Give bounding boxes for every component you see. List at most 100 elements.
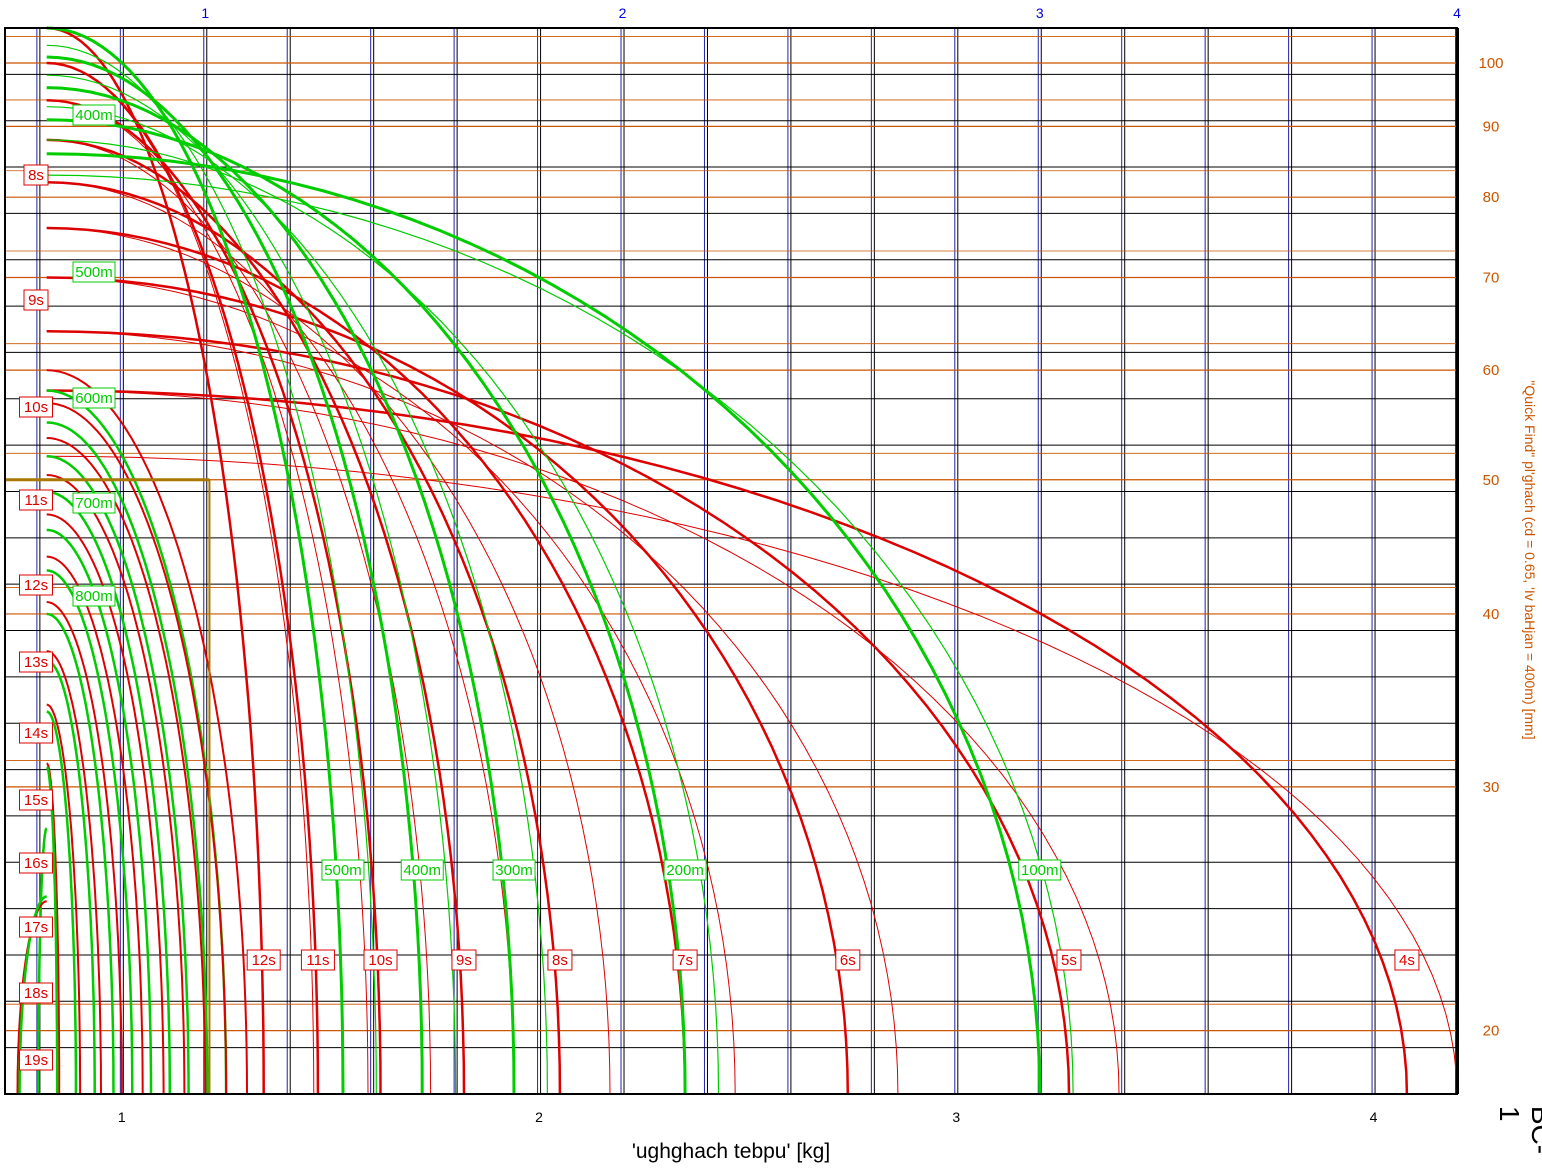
time-label-bottom: 12s [252, 952, 276, 969]
time-label-left: 12s [24, 577, 48, 594]
y-tick-label-right: 100 [1478, 55, 1503, 72]
time-label-left-box [19, 982, 53, 1004]
time-curve-minor [46, 139, 432, 1095]
time-label-left-box [23, 164, 49, 186]
x-tick-label-top: 1 [201, 5, 209, 21]
distance-curve-left [46, 421, 209, 1095]
distance-label-left: 600m [75, 390, 113, 407]
time-curve-left [46, 437, 207, 1095]
time-label-left-box [23, 289, 49, 311]
time-label-left-box [19, 396, 53, 418]
time-label-bottom-box [672, 949, 698, 971]
labels-layer: 1 2 3 4 1 2 3 4 20 30 40 50 60 70 80 90 100 12s 11s 10s 9s 8s… [19, 5, 1504, 1125]
time-label-left: 10s [24, 399, 48, 416]
time-curve-minor [46, 99, 369, 1095]
x-tick-label-bottom: 2 [535, 1109, 543, 1125]
time-curve [46, 226, 687, 1095]
x-axis-label: 'ughghach tebpu' [kg] [631, 1140, 831, 1163]
x-tick-label-bottom: 1 [118, 1109, 126, 1125]
distance-label-left-box [72, 104, 116, 126]
time-label-bottom-box [835, 949, 861, 971]
x-tick-label-top: 3 [1036, 5, 1044, 21]
y-tick-label-right: 30 [1483, 779, 1500, 796]
time-curve-left [46, 513, 165, 1095]
y-tick-label-right: 20 [1483, 1023, 1500, 1040]
time-label-left: 8s [28, 167, 44, 184]
distance-curve-left [46, 765, 59, 1094]
distance-label-left: 400m [75, 107, 113, 124]
time-label-left-box [19, 852, 53, 874]
time-label-bottom-box [1394, 949, 1420, 971]
plot-frame [4, 27, 1458, 1095]
time-label-left: 18s [24, 985, 48, 1002]
distance-curve [46, 86, 516, 1095]
time-curve [46, 98, 382, 1095]
time-label-left: 19s [24, 1052, 48, 1069]
time-label-bottom: 4s [1399, 952, 1415, 969]
distance-curve-left [46, 454, 190, 1095]
time-curve-left [46, 402, 228, 1095]
distance-label-bottom-box [663, 859, 707, 881]
curves-layer [5, 26, 1458, 1095]
distance-curve-left [46, 612, 115, 1095]
distance-curve [46, 55, 424, 1095]
distance-label-bottom: 100m [1021, 862, 1059, 879]
distance-curve-minor [46, 139, 720, 1095]
time-label-left: 17s [24, 919, 48, 936]
distance-label-bottom-box [1018, 859, 1062, 881]
distance-label-left-box [72, 585, 116, 607]
time-label-bottom: 9s [456, 952, 472, 969]
time-curve-left [46, 601, 123, 1094]
distance-label-left-box [72, 261, 116, 283]
distance-label-bottom: 200m [666, 862, 704, 879]
distance-label-bottom: 300m [495, 862, 533, 879]
distance-curve-left [46, 659, 96, 1094]
time-curve [46, 389, 1409, 1095]
chart-code-label: BC-1 [1494, 1105, 1542, 1155]
distance-curve [46, 118, 687, 1095]
distance-label-bottom-box [400, 859, 444, 881]
distance-curve-left [46, 710, 78, 1094]
y-tick-label-right: 90 [1483, 118, 1500, 135]
time-label-bottom: 7s [677, 952, 693, 969]
time-label-left: 16s [24, 855, 48, 872]
time-label-left: 9s [28, 292, 44, 309]
x-tick-label-top: 2 [619, 5, 627, 21]
time-curve-left [46, 703, 82, 1094]
distance-curve-minor [46, 106, 549, 1095]
distance-label-left-box [72, 492, 116, 514]
distance-curve-minor [46, 174, 1074, 1095]
distance-label-bottom: 400m [403, 862, 441, 879]
time-curve [46, 276, 850, 1095]
distance-label-left: 500m [75, 264, 113, 281]
x-tick-label-bottom: 3 [952, 1109, 960, 1125]
time-curve-minor [46, 330, 899, 1095]
time-label-bottom: 10s [368, 952, 392, 969]
time-label-left-box [19, 722, 53, 744]
time-label-left-box [19, 1049, 53, 1071]
distance-label-left-box [72, 387, 116, 409]
time-curve-minor [46, 390, 1120, 1095]
time-label-bottom: 5s [1061, 952, 1077, 969]
distance-label-left: 700m [75, 495, 113, 512]
time-curve [46, 330, 1071, 1095]
distance-curve-left [18, 895, 47, 1094]
time-curve [46, 181, 562, 1095]
time-label-bottom-box [1056, 949, 1082, 971]
time-label-bottom-box [300, 949, 335, 971]
time-label-bottom-box [451, 949, 477, 971]
time-curve [46, 26, 265, 1095]
distance-curve [46, 152, 1042, 1095]
right-axis-label: "Quick Find" pl'ghach (cd = 0.65, 'Iv ba… [1522, 380, 1538, 740]
distance-curve-minor [46, 74, 457, 1095]
time-curve-minor [46, 455, 1458, 1095]
distance-label-bottom-box [492, 859, 536, 881]
time-label-bottom-box [363, 949, 398, 971]
time-curve [46, 138, 466, 1095]
y-tick-label-right: 70 [1483, 269, 1500, 286]
time-label-bottom: 6s [840, 952, 856, 969]
time-label-bottom: 8s [552, 952, 568, 969]
time-label-left: 14s [24, 725, 48, 742]
distance-curve-minor [46, 44, 377, 1095]
